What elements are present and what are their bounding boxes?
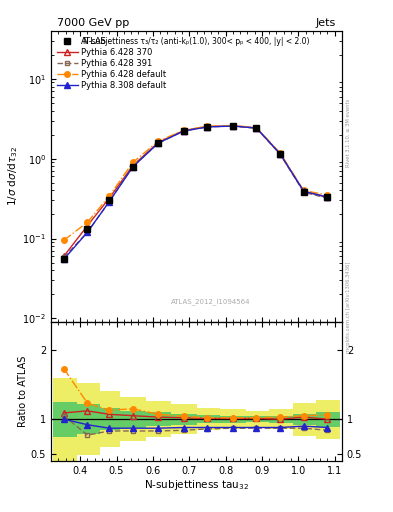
Pythia 6.428 391 (231, 123, 235, 129)
Pythia 6.428 370 (278, 151, 283, 157)
Pythia 6.428 default (205, 123, 210, 129)
Pythia 6.428 391 (130, 163, 135, 169)
X-axis label: N-subjettiness tau$_{32}$: N-subjettiness tau$_{32}$ (144, 478, 249, 493)
Text: Rivet 3.1.10, ≥ 3M events: Rivet 3.1.10, ≥ 3M events (346, 99, 351, 167)
Pythia 6.428 default (182, 127, 186, 133)
Pythia 6.428 default (301, 187, 306, 194)
Pythia 6.428 370 (325, 194, 330, 200)
Pythia 8.308 default (205, 124, 210, 130)
Y-axis label: 1/$\sigma$ d$\sigma$/d$\tau_{32}$: 1/$\sigma$ d$\sigma$/d$\tau_{32}$ (6, 146, 20, 206)
Pythia 6.428 default (130, 159, 135, 165)
Pythia 6.428 391 (301, 189, 306, 195)
Pythia 6.428 370 (231, 123, 235, 129)
Pythia 6.428 370 (205, 123, 210, 130)
Line: Pythia 6.428 default: Pythia 6.428 default (61, 123, 330, 243)
Pythia 6.428 370 (254, 125, 259, 131)
Pythia 6.428 370 (107, 195, 112, 201)
Line: Pythia 6.428 370: Pythia 6.428 370 (61, 123, 330, 259)
Pythia 6.428 370 (130, 162, 135, 168)
Pythia 6.428 391 (61, 254, 66, 261)
Pythia 6.428 370 (301, 188, 306, 195)
Pythia 8.308 default (182, 128, 186, 134)
Pythia 8.308 default (231, 123, 235, 129)
Pythia 6.428 default (85, 219, 90, 225)
Pythia 8.308 default (325, 194, 330, 200)
Pythia 6.428 391 (205, 124, 210, 130)
Pythia 6.428 391 (156, 140, 161, 146)
Pythia 6.428 default (61, 237, 66, 243)
Pythia 8.308 default (156, 140, 161, 146)
Pythia 6.428 391 (85, 229, 90, 236)
Text: Jets: Jets (316, 18, 336, 28)
Text: ATLAS_2012_I1094564: ATLAS_2012_I1094564 (171, 298, 251, 305)
Pythia 6.428 391 (325, 195, 330, 201)
Text: 7000 GeV pp: 7000 GeV pp (57, 18, 129, 28)
Pythia 6.428 default (278, 150, 283, 156)
Text: N-subjettiness τ₃/τ₂ (anti-kₚ(1.0), 300< pₚ < 400, |y| < 2.0): N-subjettiness τ₃/τ₂ (anti-kₚ(1.0), 300<… (83, 36, 310, 46)
Pythia 6.428 391 (107, 199, 112, 205)
Pythia 8.308 default (254, 125, 259, 131)
Pythia 6.428 default (325, 192, 330, 198)
Pythia 8.308 default (85, 229, 90, 236)
Pythia 8.308 default (107, 199, 112, 205)
Pythia 8.308 default (130, 164, 135, 170)
Pythia 6.428 370 (182, 127, 186, 134)
Pythia 6.428 default (231, 122, 235, 129)
Y-axis label: Ratio to ATLAS: Ratio to ATLAS (18, 356, 28, 427)
Pythia 8.308 default (301, 188, 306, 195)
Pythia 8.308 default (278, 151, 283, 157)
Pythia 6.428 370 (85, 223, 90, 229)
Line: Pythia 8.308 default: Pythia 8.308 default (61, 123, 330, 262)
Text: mcplots.cern.ch [arXiv:1306.3436]: mcplots.cern.ch [arXiv:1306.3436] (346, 262, 351, 353)
Pythia 6.428 370 (156, 139, 161, 145)
Line: Pythia 6.428 391: Pythia 6.428 391 (61, 123, 330, 260)
Pythia 6.428 391 (278, 151, 283, 157)
Legend: ATLAS, Pythia 6.428 370, Pythia 6.428 391, Pythia 6.428 default, Pythia 8.308 de: ATLAS, Pythia 6.428 370, Pythia 6.428 39… (53, 33, 170, 93)
Pythia 6.428 default (254, 124, 259, 131)
Pythia 6.428 370 (61, 253, 66, 260)
Pythia 6.428 391 (254, 125, 259, 132)
Pythia 6.428 default (156, 138, 161, 144)
Pythia 6.428 391 (182, 128, 186, 134)
Pythia 6.428 default (107, 193, 112, 199)
Pythia 8.308 default (61, 256, 66, 262)
